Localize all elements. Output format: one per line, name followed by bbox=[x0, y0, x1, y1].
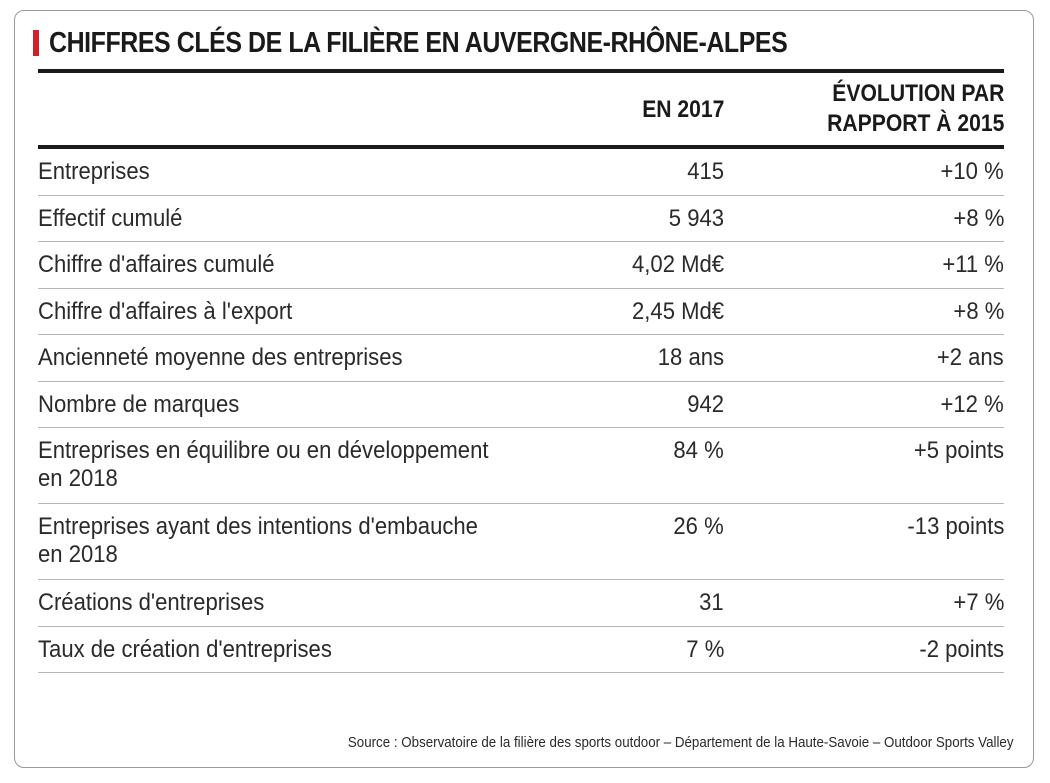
table-row: Entreprises 415 +10 % bbox=[38, 149, 1004, 196]
table-row: Effectif cumulé 5 943 +8 % bbox=[38, 196, 1004, 242]
key-figures-table: EN 2017 ÉVOLUTION PAR RAPPORT À 2015 Ent… bbox=[38, 69, 1004, 673]
table-row: Chiffre d'affaires à l'export 2,45 Md€ +… bbox=[38, 289, 1004, 335]
row-value-2017: 18 ans bbox=[657, 344, 724, 371]
row-value-2017: 5 943 bbox=[668, 204, 724, 232]
row-evolution: +8 % bbox=[953, 204, 1004, 232]
row-label: Chiffre d'affaires à l'export bbox=[38, 297, 293, 325]
title-accent-bar bbox=[33, 30, 39, 56]
column-header-2017: EN 2017 bbox=[641, 96, 724, 123]
row-label: Entreprises ayant des intentions d'embau… bbox=[38, 513, 478, 568]
row-label: Nombre de marques bbox=[38, 390, 240, 418]
row-evolution: +8 % bbox=[953, 297, 1004, 325]
row-label: Effectif cumulé bbox=[38, 204, 183, 232]
table-header: EN 2017 ÉVOLUTION PAR RAPPORT À 2015 bbox=[38, 73, 1004, 145]
infographic-card: CHIFFRES CLÉS DE LA FILIÈRE EN AUVERGNE-… bbox=[14, 10, 1034, 768]
row-evolution: +7 % bbox=[953, 589, 1004, 616]
table-row: Créations d'entreprises 31 +7 % bbox=[38, 580, 1004, 627]
row-value-2017: 7 % bbox=[685, 635, 724, 663]
row-evolution: +10 % bbox=[940, 158, 1004, 185]
row-value-2017: 26 % bbox=[673, 513, 724, 540]
table-row: Nombre de marques 942 +12 % bbox=[38, 382, 1004, 428]
table-row: Chiffre d'affaires cumulé 4,02 Md€ +11 % bbox=[38, 242, 1004, 289]
row-evolution: +11 % bbox=[942, 251, 1004, 278]
row-label: Ancienneté moyenne des entreprises bbox=[38, 344, 403, 371]
table-top-rule bbox=[38, 69, 1004, 73]
table-header-rule bbox=[38, 145, 1004, 149]
table-row: Ancienneté moyenne des entreprises 18 an… bbox=[38, 335, 1004, 382]
page-title: CHIFFRES CLÉS DE LA FILIÈRE EN AUVERGNE-… bbox=[49, 26, 788, 59]
row-label: Entreprises en équilibre ou en développe… bbox=[38, 437, 489, 492]
title-row: CHIFFRES CLÉS DE LA FILIÈRE EN AUVERGNE-… bbox=[33, 25, 908, 61]
column-header-evolution-line2: RAPPORT À 2015 bbox=[826, 110, 1004, 137]
row-label: Entreprises bbox=[38, 158, 150, 185]
table-row: Entreprises en équilibre ou en développe… bbox=[38, 428, 1004, 504]
row-label: Taux de création d'entreprises bbox=[38, 635, 332, 663]
row-value-2017: 2,45 Md€ bbox=[631, 297, 724, 325]
row-evolution: +5 points bbox=[913, 437, 1004, 464]
row-evolution: -13 points bbox=[907, 513, 1004, 540]
row-value-2017: 4,02 Md€ bbox=[631, 251, 724, 278]
table-row: Entreprises ayant des intentions d'embau… bbox=[38, 504, 1004, 580]
source-note: Source : Observatoire de la filière des … bbox=[348, 735, 1014, 751]
row-evolution: +2 ans bbox=[937, 344, 1004, 371]
row-label: Chiffre d'affaires cumulé bbox=[38, 251, 275, 278]
row-value-2017: 942 bbox=[687, 390, 724, 418]
column-header-evolution: ÉVOLUTION PAR RAPPORT À 2015 bbox=[827, 79, 1004, 139]
table-row: Taux de création d'entreprises 7 % -2 po… bbox=[38, 627, 1004, 673]
column-header-evolution-line1: ÉVOLUTION PAR bbox=[831, 80, 1004, 107]
row-evolution: -2 points bbox=[919, 635, 1004, 663]
row-value-2017: 84 % bbox=[673, 437, 724, 464]
row-evolution: +12 % bbox=[940, 390, 1004, 418]
row-value-2017: 31 bbox=[699, 589, 724, 616]
row-label: Créations d'entreprises bbox=[38, 589, 265, 616]
row-value-2017: 415 bbox=[687, 158, 724, 185]
